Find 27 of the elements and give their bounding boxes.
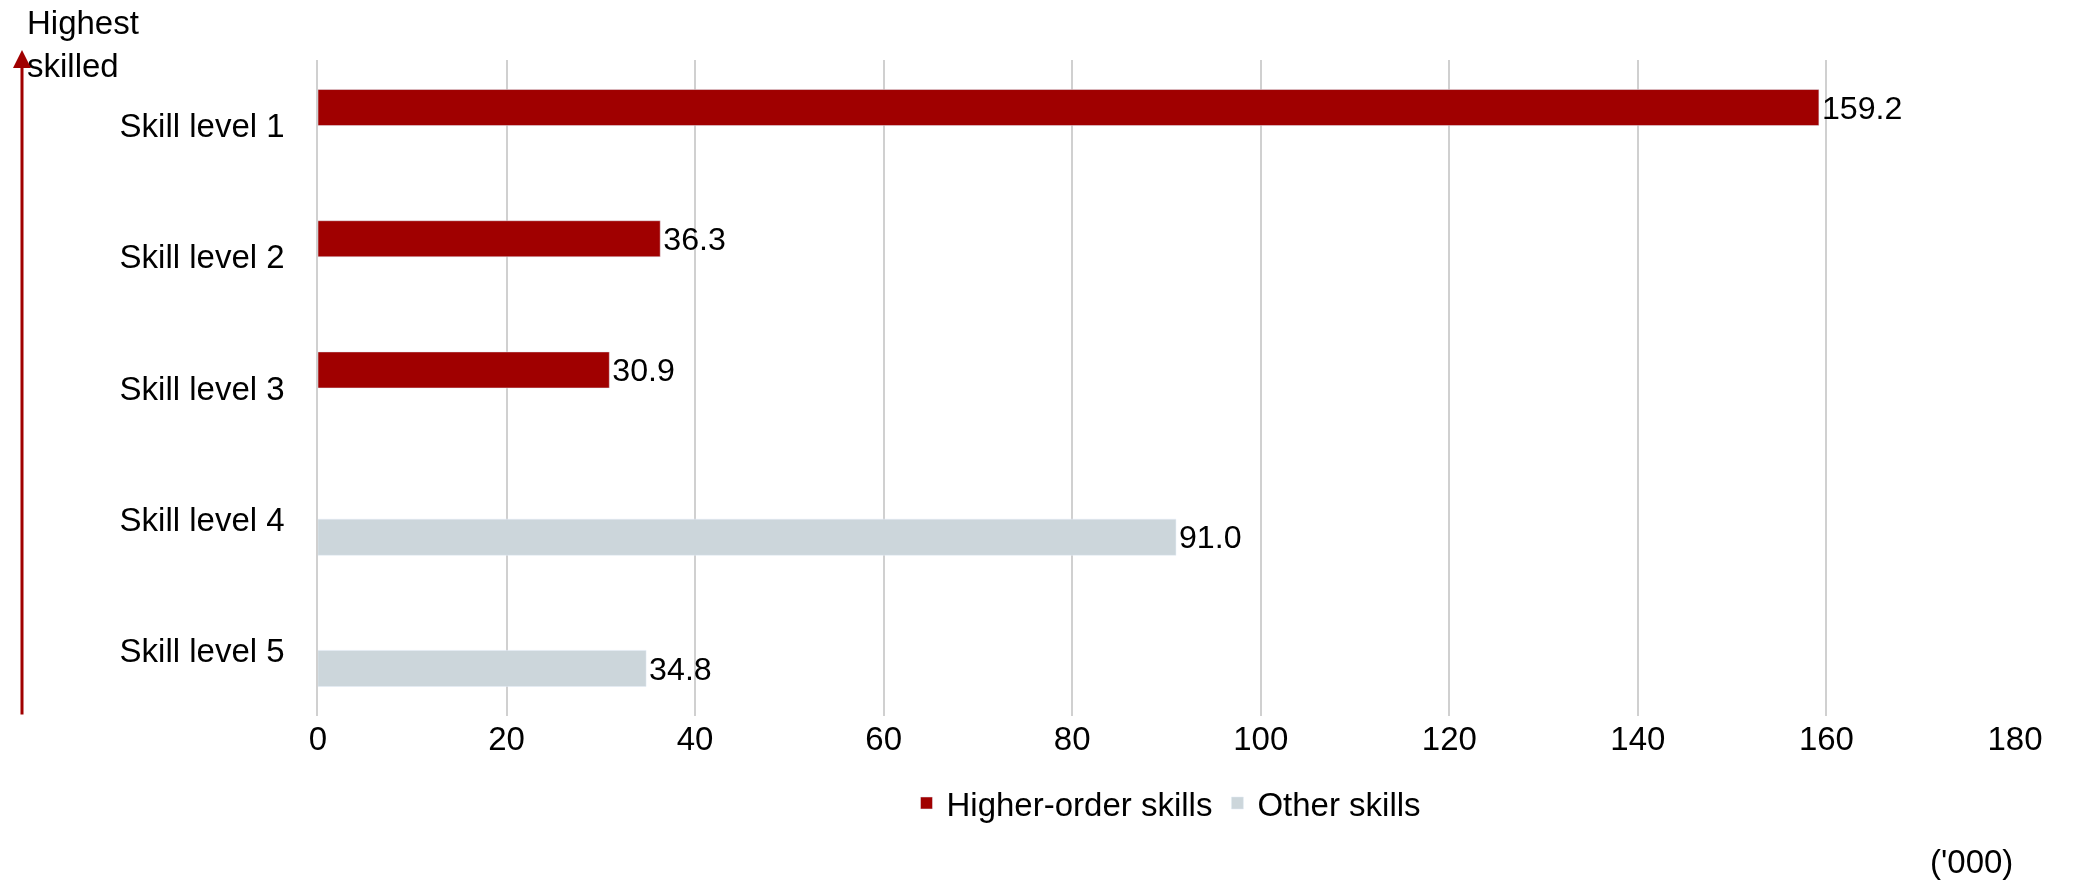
y-tick-label: Skill level 1	[119, 107, 285, 145]
x-tick-label: 160	[1798, 720, 1854, 757]
data-label: 30.9	[612, 352, 675, 389]
bar	[318, 220, 661, 258]
data-label: 91.0	[1178, 519, 1242, 556]
x-tick-label: 80	[1053, 720, 1091, 757]
bar	[318, 89, 1820, 126]
x-tick-label: 100	[1233, 720, 1289, 757]
data-label: 36.3	[663, 220, 726, 257]
x-tick-label: 0	[308, 720, 328, 757]
x-tick-label: 140	[1610, 720, 1666, 757]
x-tick-label: 120	[1421, 720, 1477, 757]
x-tick-label: 40	[676, 720, 714, 757]
data-label: 34.8	[649, 650, 712, 687]
y-tick-label: Skill level 5	[119, 631, 285, 669]
legend-label: Other skills	[1257, 785, 1421, 823]
data-label: 159.2	[1821, 89, 1903, 126]
y-tick-label: Skill level 3	[119, 369, 285, 407]
y-tick-label: Skill level 4	[119, 500, 285, 538]
x-tick-label: 20	[488, 720, 525, 757]
x-tick-label: 180	[1987, 720, 2043, 757]
legend-label: Higher-order skills	[946, 785, 1213, 823]
y-tick-label: Skill level 2	[119, 238, 285, 276]
text: Highest skilled	[27, 4, 139, 84]
bar	[318, 351, 610, 389]
x-axis-title: ('000)	[1930, 843, 2014, 880]
x-tick-label: 60	[865, 720, 903, 757]
